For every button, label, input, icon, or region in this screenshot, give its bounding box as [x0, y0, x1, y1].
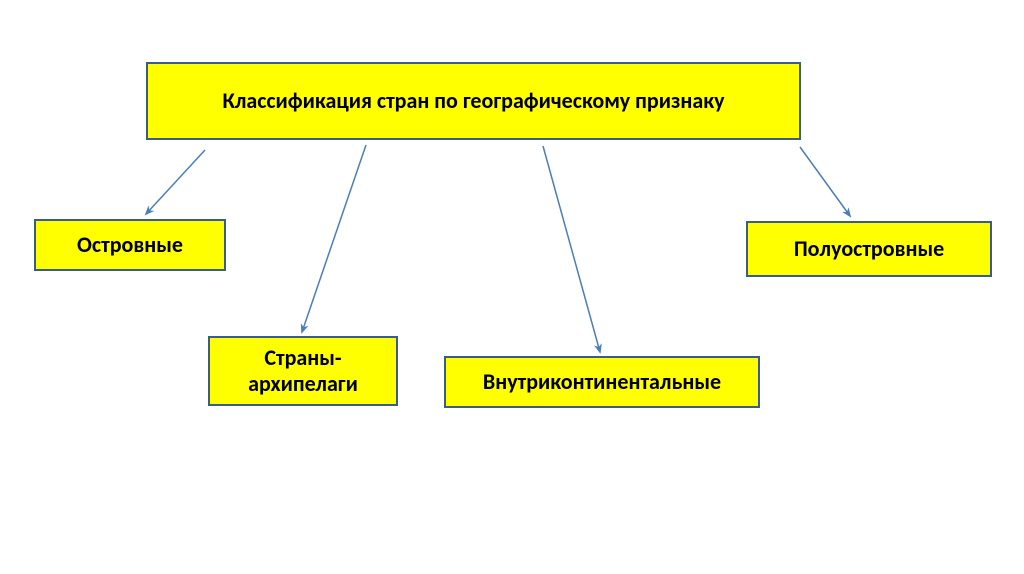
archipelago-node: Страны- архипелаги	[208, 336, 398, 406]
edge-2	[543, 146, 600, 352]
edges-group	[146, 145, 850, 352]
edge-0	[146, 150, 205, 214]
edge-1	[302, 145, 366, 332]
island-node: Островные	[34, 219, 226, 271]
edge-3	[800, 147, 850, 216]
peninsula-node: Полуостровные	[746, 221, 992, 277]
inland-node: Внутриконтинентальные	[444, 356, 760, 408]
root-node: Классификация стран по географическому п…	[146, 62, 801, 140]
